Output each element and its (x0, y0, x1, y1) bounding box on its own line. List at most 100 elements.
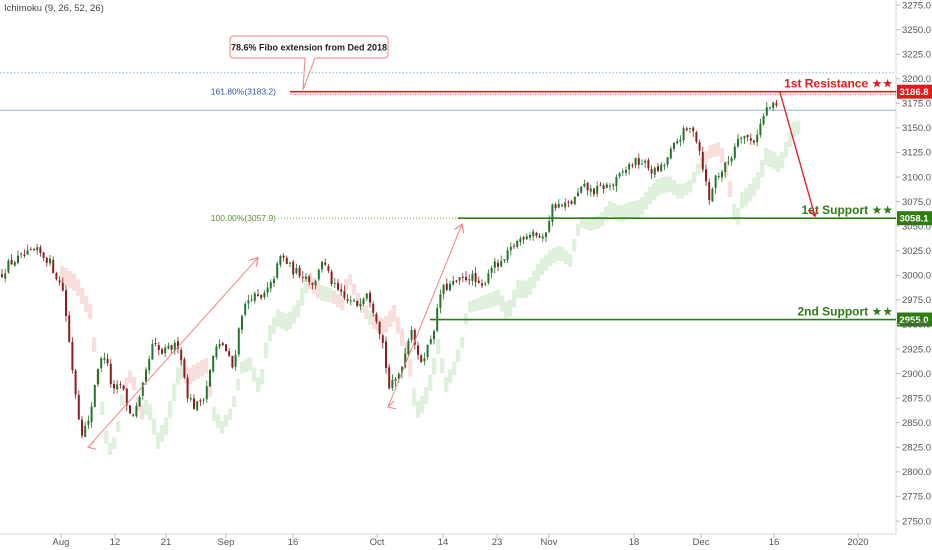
candle-body (381, 335, 384, 343)
candle-body (503, 259, 506, 261)
cloud-segment (748, 184, 753, 202)
cloud-segment (508, 299, 513, 317)
cloud-segment (636, 200, 641, 218)
cloud-segment (492, 291, 497, 307)
cloud-segment (488, 292, 493, 308)
cloud-segment (480, 296, 485, 310)
cloud-segment (792, 121, 797, 137)
candle-body (343, 291, 346, 298)
trend-arrow (387, 224, 462, 408)
x-tick-label: 23 (492, 537, 503, 548)
trend-arrow (87, 258, 258, 448)
y-tick-label: 2950.0 (902, 320, 931, 331)
cloud-segment (256, 377, 261, 393)
candle-body (695, 132, 698, 142)
candle-body (369, 292, 371, 303)
candle-body (97, 368, 99, 385)
cloud-segment (472, 299, 477, 312)
cloud-segment (140, 404, 145, 420)
candle-body (193, 398, 195, 410)
candle-body (497, 262, 499, 267)
cloud-segment (332, 290, 337, 305)
candle-body (532, 231, 535, 237)
candle-body (244, 304, 247, 315)
candle-body (701, 151, 704, 170)
cloud-segment (612, 202, 617, 219)
cloud-segment (60, 266, 65, 284)
cloud-segment (76, 279, 81, 297)
candle-body (279, 255, 282, 265)
candle-body (231, 355, 234, 368)
candle-body (721, 171, 723, 178)
y-tick-label: 2975.0 (902, 295, 931, 306)
candle-body (285, 257, 288, 264)
candle-body (465, 276, 467, 281)
candle-body (641, 163, 643, 165)
candle-body (423, 358, 426, 362)
candle-body (612, 184, 615, 186)
cloud-segment (440, 357, 445, 373)
cloud-segment (280, 311, 285, 329)
candle-body (42, 252, 45, 259)
price-axis: 2750.0 2775.0 2800.0 2825.0 2850.0 2875.0 2900… (896, 0, 931, 527)
candle-body (183, 359, 186, 378)
cloud-segment (196, 362, 201, 379)
candle-body (276, 263, 279, 278)
arrow-tail (387, 400, 397, 410)
candle-body (116, 384, 119, 390)
candle-body (506, 250, 509, 260)
x-tick-label: Aug (53, 537, 70, 548)
candle-body (394, 378, 397, 381)
cloud-segment (500, 295, 505, 312)
price-tag-text: 3186.8 (899, 87, 928, 98)
y-tick-label: 2900.0 (902, 369, 931, 380)
candle-body (669, 148, 672, 159)
cloud-segment (584, 217, 589, 230)
candle-body (439, 294, 442, 308)
cloud-segment (328, 288, 333, 303)
candle-body (455, 280, 458, 282)
cloud-segment (536, 263, 541, 281)
candle-body (109, 363, 112, 385)
cloud-segment (72, 273, 77, 291)
candle-body (657, 166, 659, 171)
candle-body (551, 204, 554, 222)
x-tick-label: 12 (110, 537, 121, 548)
candle-body (599, 184, 602, 186)
candle-body (676, 141, 679, 144)
candle-body (20, 253, 23, 255)
candle-body (586, 182, 589, 191)
candle-body (516, 240, 519, 247)
cloud-segment (664, 176, 669, 193)
cloud-segment (220, 420, 225, 434)
candle-body (141, 382, 144, 396)
cloud-segment (788, 131, 793, 147)
cloud-segment (644, 192, 649, 210)
candle-body (45, 257, 48, 263)
candle-body (647, 160, 650, 169)
cloud-segment (680, 184, 685, 199)
arrow-tail (87, 440, 97, 450)
cloud-segment (264, 342, 269, 359)
candle-body (253, 293, 256, 301)
candle-body (362, 298, 365, 304)
candle-body (509, 246, 512, 251)
cloud-segment (336, 294, 341, 308)
candle-body (433, 331, 435, 340)
cloud-segment (512, 290, 517, 308)
candle-body (55, 273, 58, 280)
candle-body (481, 283, 483, 286)
candle-body (733, 146, 736, 159)
candle-body (666, 157, 669, 165)
cloud-segment (720, 148, 725, 163)
cloud-segment (548, 250, 553, 267)
candle-body (564, 202, 567, 208)
cloud-segment (204, 358, 209, 374)
cloud-segment (732, 203, 737, 220)
cloud-segment (416, 400, 421, 419)
indicator-legend[interactable]: Ichimoku (9, 26, 52, 26) (4, 3, 104, 14)
candle-body (189, 398, 192, 400)
y-tick-label: 2800.0 (902, 467, 931, 478)
cloud-segment (476, 297, 481, 311)
